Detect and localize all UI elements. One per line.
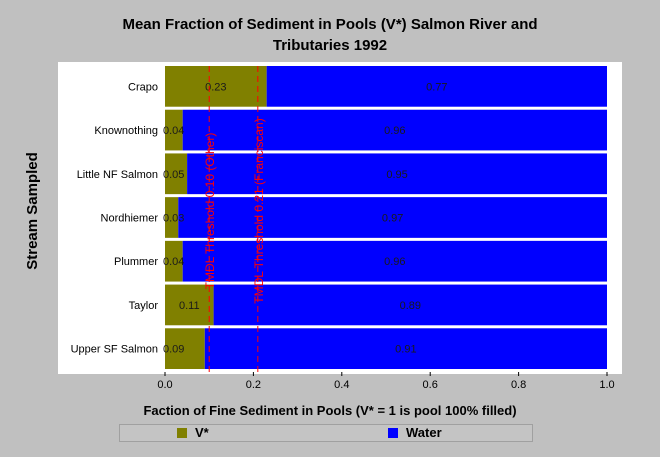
value-label-crapo-water: 0.77	[426, 81, 447, 93]
value-label-nordhiemer-vstar: 0.03	[163, 213, 184, 225]
category-label-taylor: Taylor	[129, 300, 159, 312]
category-label-crapo: Crapo	[128, 81, 158, 93]
value-label-plummer-vstar: 0.04	[163, 256, 184, 268]
category-label-plummer: Plummer	[114, 256, 158, 268]
bar-upper-sf-salmon-vstar	[165, 328, 205, 369]
value-label-taylor-water: 0.89	[400, 300, 421, 312]
bar-crapo-vstar	[165, 66, 267, 107]
x-tick-label: 0.0	[157, 379, 172, 391]
category-label-upper-sf-salmon: Upper SF Salmon	[71, 344, 158, 356]
value-label-knownothing-water: 0.96	[384, 125, 405, 137]
value-label-little-nf-salmon-water: 0.95	[386, 169, 407, 181]
bar-knownothing-water	[182, 109, 607, 151]
value-label-nordhiemer-water: 0.97	[382, 213, 403, 225]
bar-upper-sf-salmon-water	[204, 328, 607, 369]
legend-label-water: Water	[406, 425, 442, 440]
x-tick-label: 0.2	[246, 379, 261, 391]
y-axis-label: Stream Sampled	[24, 152, 41, 270]
bar-plummer-vstar	[165, 240, 183, 282]
x-axis-label: Faction of Fine Sediment in Pools (V* = …	[143, 403, 517, 418]
category-label-nordhiemer: Nordhiemer	[101, 213, 159, 225]
chart-title: Mean Fraction of Sediment in Pools (V*) …	[0, 14, 660, 56]
bar-little-nf-salmon-vstar	[165, 153, 188, 195]
bar-plummer-water	[182, 240, 607, 282]
category-label-little-nf-salmon: Little NF Salmon	[77, 169, 158, 181]
value-label-little-nf-salmon-vstar: 0.05	[163, 169, 184, 181]
bar-nordhiemer-water	[178, 197, 607, 238]
bar-taylor-vstar	[165, 284, 214, 326]
category-labels-group: Crapo Knownothing Little NF Salmon Nordhiem…	[71, 81, 159, 355]
value-label-upper-sf-salmon-water: 0.91	[395, 344, 416, 356]
x-axis-group: 0.0 0.2 0.4 0.6 0.8 1.0	[157, 372, 615, 391]
x-tick-label: 0.4	[334, 379, 349, 391]
legend-swatch-vstar	[177, 428, 187, 438]
x-tick-label: 0.6	[423, 379, 438, 391]
category-label-knownothing: Knownothing	[94, 125, 158, 137]
x-tick-label: 0.8	[511, 379, 526, 391]
reference-lines-group: TMDL Threshold 0.10 (Other) TMDL Threshol…	[203, 66, 266, 376]
bar-knownothing-vstar	[165, 109, 183, 151]
value-label-upper-sf-salmon-vstar: 0.09	[163, 344, 184, 356]
value-label-plummer-water: 0.96	[384, 256, 405, 268]
value-label-knownothing-vstar: 0.04	[163, 125, 184, 137]
value-label-crapo-vstar: 0.23	[205, 81, 226, 93]
x-tick-label: 1.0	[599, 379, 614, 391]
bars-group: 0.23 0.77 0.04 0.96 0.05 0.95 0.03 0.97 0.04 0.96…	[163, 66, 607, 369]
bar-nordhiemer-vstar	[165, 197, 179, 238]
threshold-label-2: TMDL Threshold 0.21 (Franciscan)	[252, 118, 266, 303]
chart-title-line-1: Mean Fraction of Sediment in Pools (V*) …	[122, 16, 538, 33]
bar-crapo-water	[266, 66, 607, 107]
threshold-label-1: TMDL Threshold 0.10 (Other)	[203, 133, 217, 290]
legend-label-vstar: V*	[195, 425, 209, 440]
legend-swatch-water	[388, 428, 398, 438]
legend: V* Water	[119, 424, 533, 442]
bar-little-nf-salmon-water	[187, 153, 607, 195]
chart-title-line-2: Tributaries 1992	[272, 37, 388, 54]
bar-taylor-water	[213, 284, 607, 326]
value-label-taylor-vstar: 0.11	[179, 300, 200, 312]
